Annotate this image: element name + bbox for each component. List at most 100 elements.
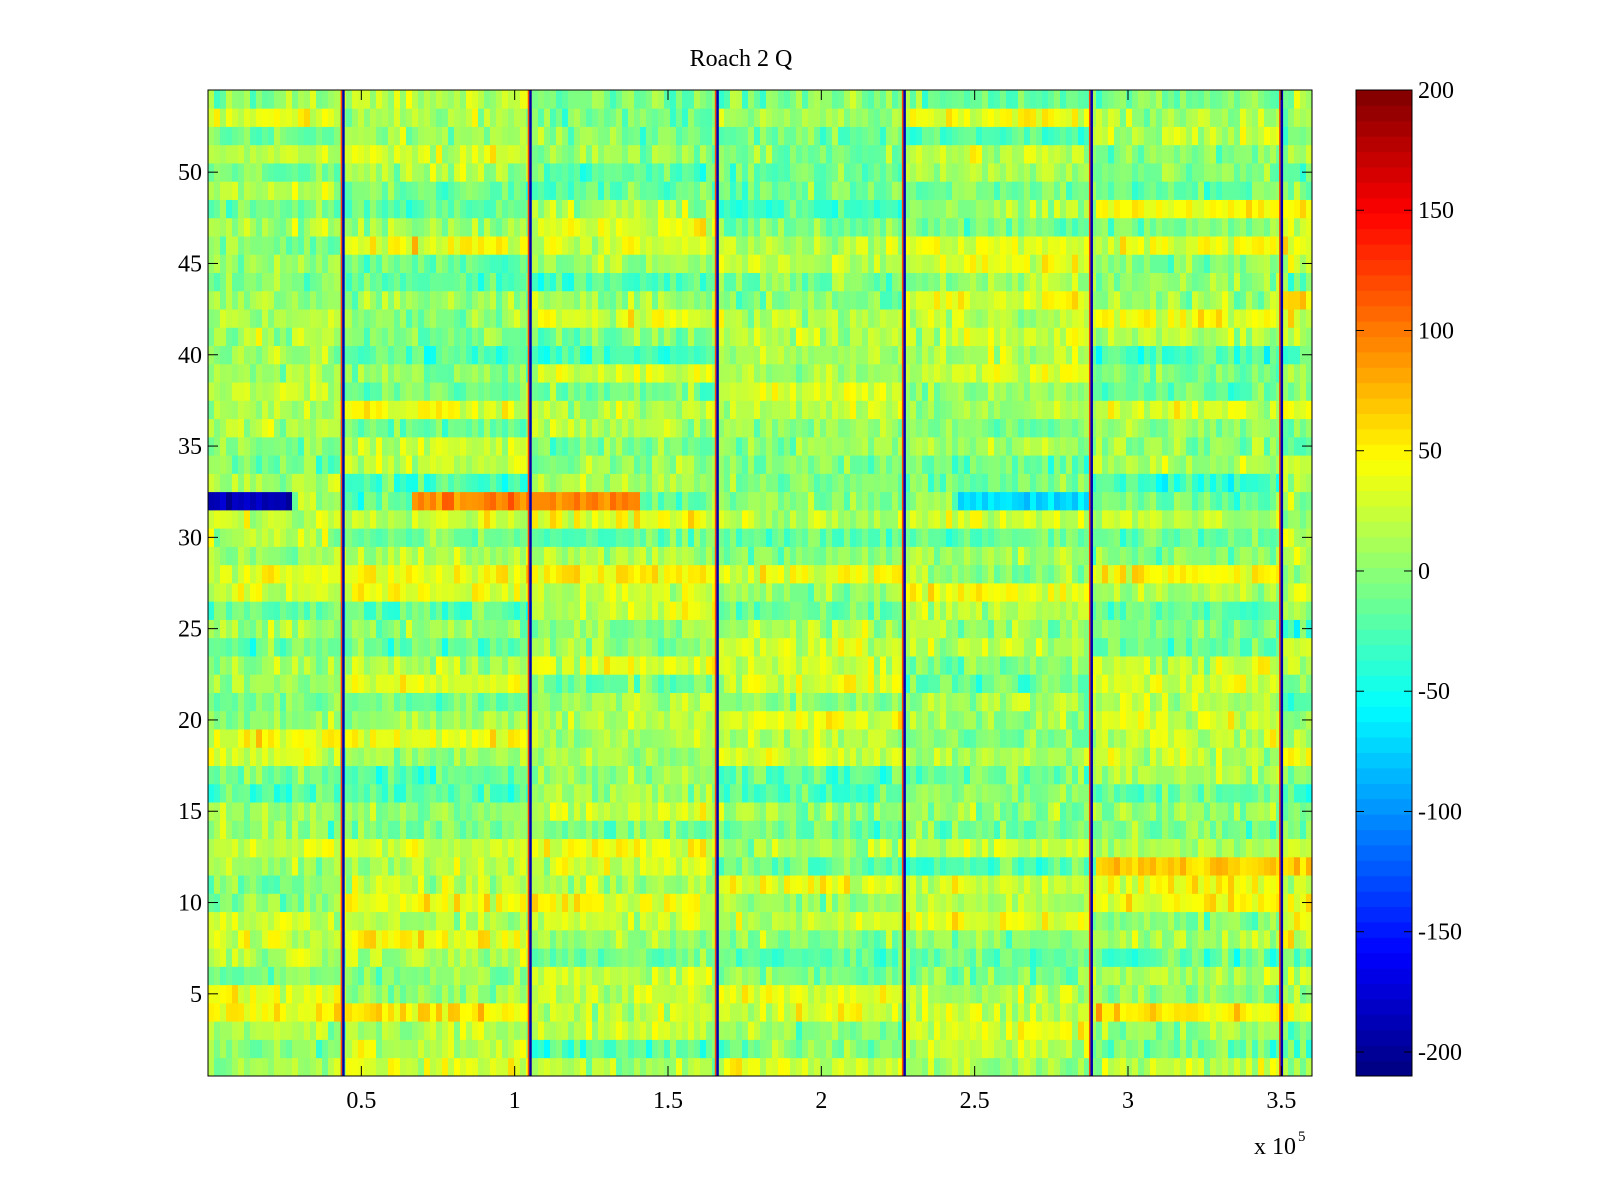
heatmap-cell — [1048, 911, 1055, 931]
heatmap-cell — [1096, 583, 1103, 602]
heatmap-cell — [1258, 929, 1265, 949]
heatmap-cell — [1192, 966, 1199, 986]
heatmap-cell — [826, 856, 833, 876]
heatmap-cell — [700, 747, 707, 766]
heatmap-cell — [646, 601, 653, 620]
heatmap-cell — [430, 929, 437, 949]
heatmap-cell — [898, 710, 905, 730]
heatmap-cell — [886, 747, 893, 766]
heatmap-cell — [532, 619, 539, 639]
heatmap-cell — [514, 856, 521, 876]
heatmap-cell — [1042, 783, 1049, 803]
heatmap-cell — [1030, 692, 1037, 712]
heatmap-cell — [208, 765, 215, 785]
heatmap-cell — [1096, 1057, 1103, 1077]
heatmap-cell — [238, 948, 245, 967]
heatmap-cell — [592, 710, 599, 730]
heatmap-cell — [682, 1002, 689, 1022]
heatmap-cell — [958, 674, 965, 693]
heatmap-cell — [988, 765, 995, 785]
heatmap-cell — [1054, 601, 1061, 620]
heatmap-cell — [766, 1039, 773, 1059]
heatmap-cell — [664, 948, 671, 967]
heatmap-cell — [466, 984, 473, 1004]
heatmap-cell — [868, 856, 875, 876]
heatmap-cell — [586, 929, 593, 949]
heatmap-cell — [538, 911, 545, 931]
heatmap-cell — [892, 911, 899, 931]
heatmap-cell — [436, 1039, 443, 1059]
heatmap-cell — [784, 856, 791, 876]
heatmap-cell — [358, 765, 365, 785]
heatmap-cell — [298, 1039, 305, 1059]
heatmap-cell — [472, 838, 479, 858]
heatmap-cell — [592, 1021, 599, 1040]
heatmap-cell — [244, 1057, 251, 1077]
heatmap-cell — [1072, 948, 1079, 967]
heatmap-cell — [484, 1039, 491, 1059]
heatmap-cell — [1168, 674, 1175, 693]
heatmap-cell — [910, 583, 917, 602]
heatmap-cell — [790, 966, 797, 986]
heatmap-cell — [574, 875, 581, 894]
heatmap-cell — [586, 656, 593, 675]
heatmap-cell — [538, 637, 545, 657]
heatmap-cell — [1144, 1021, 1151, 1040]
heatmap-cell — [484, 637, 491, 657]
heatmap-cell — [298, 856, 305, 876]
heatmap-cell — [958, 583, 965, 602]
heatmap-cell — [628, 820, 635, 840]
heatmap-cell — [1210, 656, 1217, 675]
heatmap-cell — [718, 1021, 725, 1040]
heatmap-cell — [568, 820, 575, 840]
heatmap-cell — [736, 583, 743, 602]
heatmap-cell — [436, 1021, 443, 1040]
heatmap-cell — [1090, 966, 1097, 986]
heatmap-cell — [466, 637, 473, 657]
heatmap-cell — [886, 893, 893, 913]
heatmap-cell — [226, 1057, 233, 1077]
heatmap-cell — [694, 783, 701, 803]
heatmap-cell — [928, 1039, 935, 1059]
heatmap-cell — [1090, 710, 1097, 730]
heatmap-cell — [430, 911, 437, 931]
heatmap-cell — [808, 856, 815, 876]
heatmap-cell — [946, 692, 953, 712]
heatmap-cell — [514, 1021, 521, 1040]
heatmap-cell — [346, 856, 353, 876]
heatmap-cell — [1012, 729, 1019, 748]
heatmap-cell — [928, 692, 935, 712]
heatmap-cell — [460, 838, 467, 858]
heatmap-cell — [334, 583, 341, 602]
heatmap-cell — [1126, 802, 1133, 821]
heatmap-cell — [688, 583, 695, 602]
heatmap-cell — [1102, 674, 1109, 693]
heatmap-cell — [1120, 783, 1127, 803]
heatmap-cell — [1204, 966, 1211, 986]
heatmap-cell — [586, 619, 593, 639]
heatmap-cell — [862, 729, 869, 748]
heatmap-cell — [1054, 729, 1061, 748]
heatmap-cell — [814, 601, 821, 620]
heatmap-cell — [616, 966, 623, 986]
heatmap-cell — [742, 1021, 749, 1040]
heatmap-cell — [268, 893, 275, 913]
heatmap-cell — [454, 875, 461, 894]
heatmap-cell — [568, 984, 575, 1004]
heatmap-cell — [514, 619, 521, 639]
heatmap-cell — [232, 948, 239, 967]
heatmap-cell — [1192, 893, 1199, 913]
heatmap-cell — [760, 1002, 767, 1022]
heatmap-cell — [688, 729, 695, 748]
heatmap-cell — [1222, 619, 1229, 639]
heatmap-cell — [856, 601, 863, 620]
heatmap-cell — [1168, 583, 1175, 602]
heatmap-cell — [1270, 619, 1277, 639]
heatmap-cell — [1138, 710, 1145, 730]
heatmap-cell — [532, 692, 539, 712]
heatmap-cell — [460, 966, 467, 986]
heatmap-cell — [928, 875, 935, 894]
heatmap-cell — [466, 674, 473, 693]
heatmap-cell — [820, 1021, 827, 1040]
heatmap-cell — [640, 802, 647, 821]
